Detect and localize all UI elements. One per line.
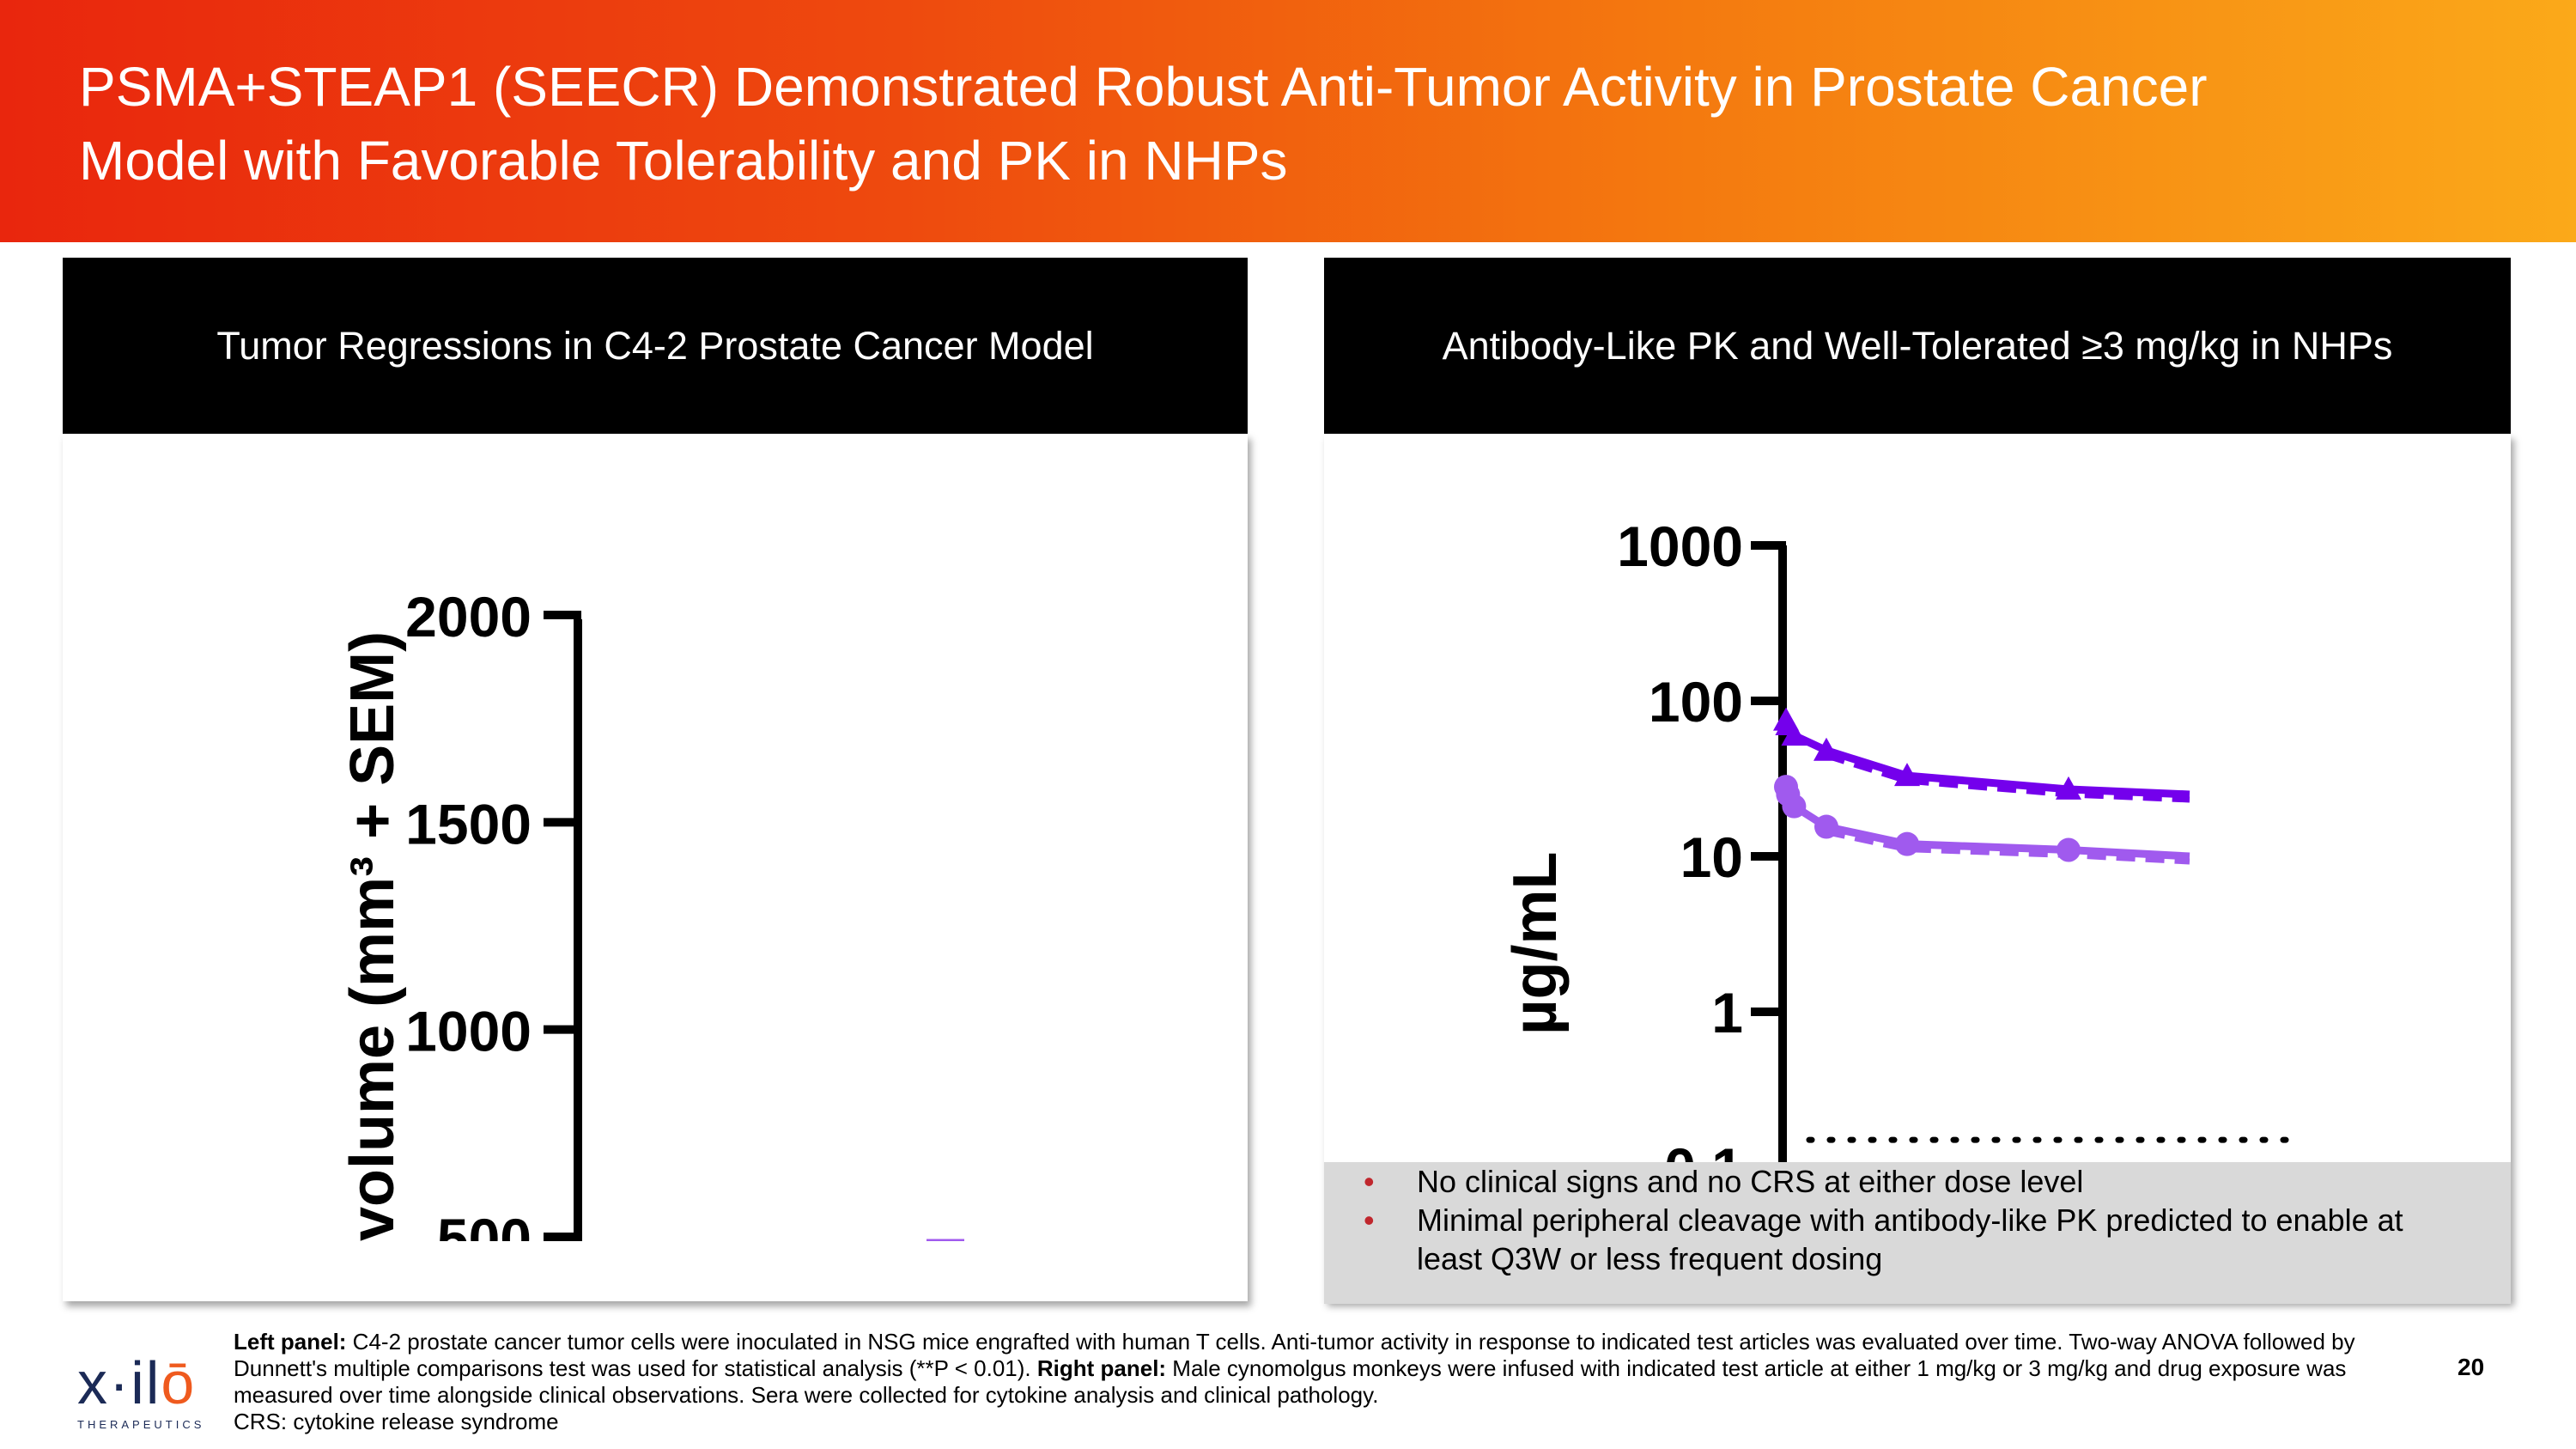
series-point-triangle xyxy=(1814,737,1839,761)
observation-bullet: • Minimal peripheral cleavage with antibo… xyxy=(1364,1202,2403,1238)
pk-chart: µg/mL 1000 100 10 1 0.1 xyxy=(1501,514,2306,1200)
right-panel-title: Antibody-Like PK and Well-Tolerated ≥3 m… xyxy=(1442,323,2393,368)
series-point-triangle xyxy=(1894,763,1920,787)
left-chart-panel: volume (mm³ + SEM) 2000 1500 1000 500 xyxy=(63,434,1248,1301)
left-y-axis-label: volume (mm³ + SEM) xyxy=(338,631,407,1241)
left-y-tick-label: 1500 xyxy=(405,792,532,855)
series-point-triangle xyxy=(2056,776,2081,800)
series-point-circle xyxy=(1814,814,1838,839)
right-y-axis-label: µg/mL xyxy=(1501,852,1570,1035)
series-point-circle xyxy=(1782,794,1807,819)
footnote: Left panel: C4-2 prostate cancer tumor c… xyxy=(234,1329,2355,1434)
observation-bullet: • No clinical signs and no CRS at either … xyxy=(1364,1164,2084,1199)
left-y-tick-label: 1000 xyxy=(405,1000,532,1063)
title-banner: PSMA+STEAP1 (SEECR) Demonstrated Robust … xyxy=(0,0,2576,242)
series-point-circle xyxy=(1895,831,1919,856)
series-dashed-line-1 xyxy=(1826,829,2190,865)
right-y-tick-label: 1000 xyxy=(1617,514,1743,578)
series-point-circle xyxy=(2057,837,2081,862)
right-y-tick-label: 1 xyxy=(1711,981,1743,1044)
series-dashed-line-0 xyxy=(1825,752,2190,803)
right-y-tick-label: 100 xyxy=(1649,670,1743,734)
observation-bullet-continuation: least Q3W or less frequent dosing xyxy=(1417,1241,1883,1276)
series-point-triangle xyxy=(1781,722,1807,746)
right-y-tick-label: 10 xyxy=(1680,825,1743,889)
page-number: 20 xyxy=(2458,1354,2485,1380)
left-y-tick-label: 500 xyxy=(437,1207,532,1241)
tumor-volume-chart: volume (mm³ + SEM) 2000 1500 1000 500 xyxy=(338,585,964,1270)
slide-title-line2: Model with Favorable Tolerability and PK… xyxy=(79,130,1288,192)
bullet-dot-icon: • xyxy=(1364,1164,1375,1199)
right-panel-header: Antibody-Like PK and Well-Tolerated ≥3 m… xyxy=(1324,258,2511,434)
right-y-tick-label: 0.1 xyxy=(1664,1136,1743,1162)
left-y-tick-label: 2000 xyxy=(405,585,532,648)
series-line-0 xyxy=(1782,718,2190,799)
right-chart-panel: µg/mL 1000 100 10 1 0.1 xyxy=(1324,434,2511,1301)
bullet-dot-icon: • xyxy=(1364,1202,1375,1238)
observations-box: • No clinical signs and no CRS at either … xyxy=(1324,1162,2511,1304)
slide-title: PSMA+STEAP1 (SEECR) Demonstrated Robust … xyxy=(79,50,2500,198)
slide-title-line1: PSMA+STEAP1 (SEECR) Demonstrated Robust … xyxy=(79,56,2208,118)
xilio-logo: x·ilō THERAPEUTICS xyxy=(77,1349,205,1431)
left-panel-title: Tumor Regressions in C4-2 Prostate Cance… xyxy=(216,323,1094,368)
left-panel-header: Tumor Regressions in C4-2 Prostate Cance… xyxy=(63,258,1248,434)
